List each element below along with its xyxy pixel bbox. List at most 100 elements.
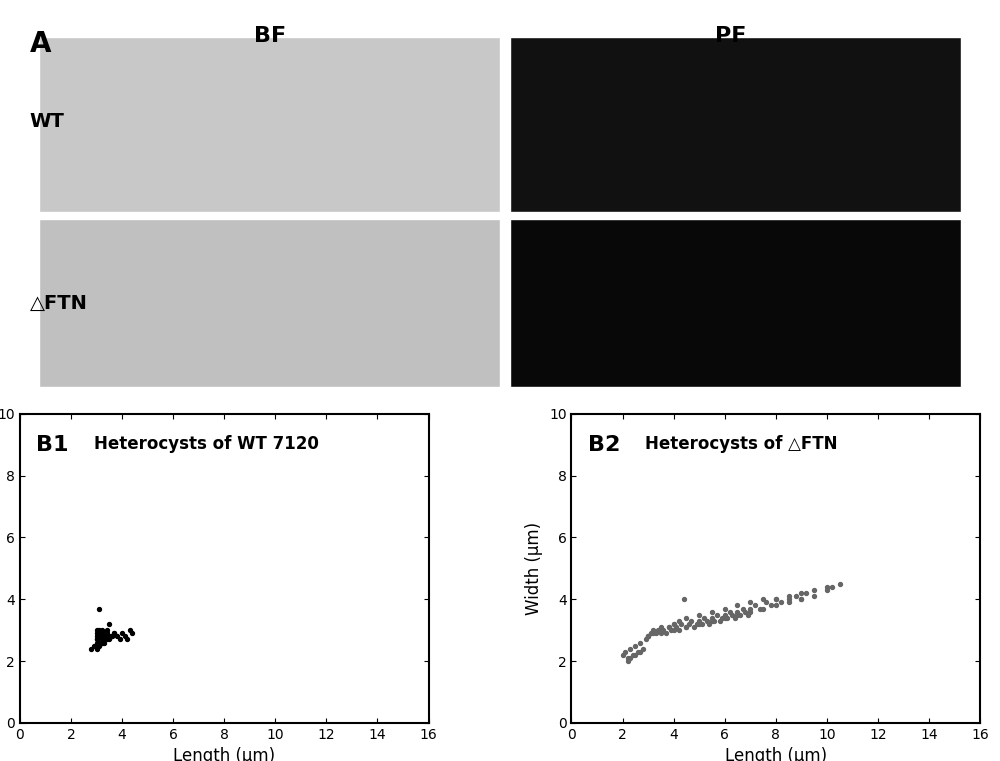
Point	[89, 633, 105, 645]
Point	[640, 630, 656, 642]
Point	[658, 627, 674, 639]
Point	[122, 624, 138, 636]
Point	[632, 636, 648, 648]
Point	[793, 593, 809, 605]
Point	[620, 652, 636, 664]
Point	[773, 596, 789, 608]
Text: B2: B2	[588, 435, 620, 455]
Point	[86, 639, 102, 651]
Point	[747, 600, 763, 612]
Point	[798, 587, 814, 599]
Point	[671, 624, 687, 636]
Point	[620, 655, 636, 667]
Point	[742, 603, 758, 615]
Point	[781, 596, 797, 608]
Point	[663, 624, 679, 636]
Point	[96, 633, 112, 645]
Point	[806, 584, 822, 596]
Point	[622, 642, 638, 654]
Point	[94, 636, 110, 648]
Point	[640, 630, 656, 642]
Point	[735, 603, 751, 615]
Point	[691, 618, 707, 630]
Point	[632, 646, 648, 658]
Point	[640, 630, 656, 642]
Point	[691, 615, 707, 627]
Point	[686, 621, 702, 633]
Text: △FTN: △FTN	[30, 294, 87, 313]
Point	[650, 624, 666, 636]
Point	[666, 618, 682, 630]
Point	[661, 621, 677, 633]
Point	[99, 630, 115, 642]
Point	[653, 624, 669, 636]
Point	[683, 615, 699, 627]
Point	[91, 624, 107, 636]
Point	[104, 630, 120, 642]
Point	[678, 612, 694, 624]
Point	[99, 627, 115, 639]
Point	[112, 633, 128, 645]
Point	[101, 618, 117, 630]
Text: WT: WT	[30, 112, 64, 131]
Point	[627, 639, 643, 651]
Point	[114, 627, 130, 639]
Point	[781, 593, 797, 605]
Point	[706, 615, 722, 627]
Point	[719, 612, 735, 624]
Point	[671, 615, 687, 627]
Point	[106, 627, 122, 639]
Point	[689, 618, 705, 630]
Point	[832, 578, 848, 590]
Point	[661, 621, 677, 633]
Point	[691, 609, 707, 621]
Point	[701, 618, 717, 630]
Point	[96, 633, 112, 645]
Point	[106, 627, 122, 639]
Point	[729, 600, 745, 612]
Point	[645, 627, 661, 639]
Point	[763, 600, 779, 612]
X-axis label: Length (μm): Length (μm)	[173, 747, 275, 761]
Point	[806, 590, 822, 602]
Point	[755, 593, 771, 605]
Point	[678, 621, 694, 633]
Point	[824, 581, 840, 593]
X-axis label: Length (μm): Length (μm)	[725, 747, 827, 761]
Point	[768, 600, 784, 612]
FancyBboxPatch shape	[510, 37, 961, 212]
Point	[94, 627, 110, 639]
Point	[666, 618, 682, 630]
Point	[653, 627, 669, 639]
Point	[96, 627, 112, 639]
Point	[89, 624, 105, 636]
Point	[717, 609, 733, 621]
Point	[681, 618, 697, 630]
Point	[94, 624, 110, 636]
Point	[625, 649, 641, 661]
Point	[717, 603, 733, 615]
Point	[645, 624, 661, 636]
Point	[91, 627, 107, 639]
Point	[124, 627, 140, 639]
Text: A: A	[30, 30, 51, 58]
Point	[648, 627, 664, 639]
Point	[699, 615, 715, 627]
Point	[712, 615, 728, 627]
Point	[714, 612, 730, 624]
Point	[666, 624, 682, 636]
Point	[89, 642, 105, 654]
Point	[617, 646, 633, 658]
Point	[673, 618, 689, 630]
Point	[638, 633, 654, 645]
Point	[694, 618, 710, 630]
Point	[729, 609, 745, 621]
Point	[101, 633, 117, 645]
Text: B1: B1	[36, 435, 69, 455]
Point	[709, 609, 725, 621]
Point	[704, 612, 720, 624]
Point	[119, 633, 135, 645]
Point	[668, 621, 684, 633]
Point	[94, 630, 110, 642]
Point	[96, 633, 112, 645]
